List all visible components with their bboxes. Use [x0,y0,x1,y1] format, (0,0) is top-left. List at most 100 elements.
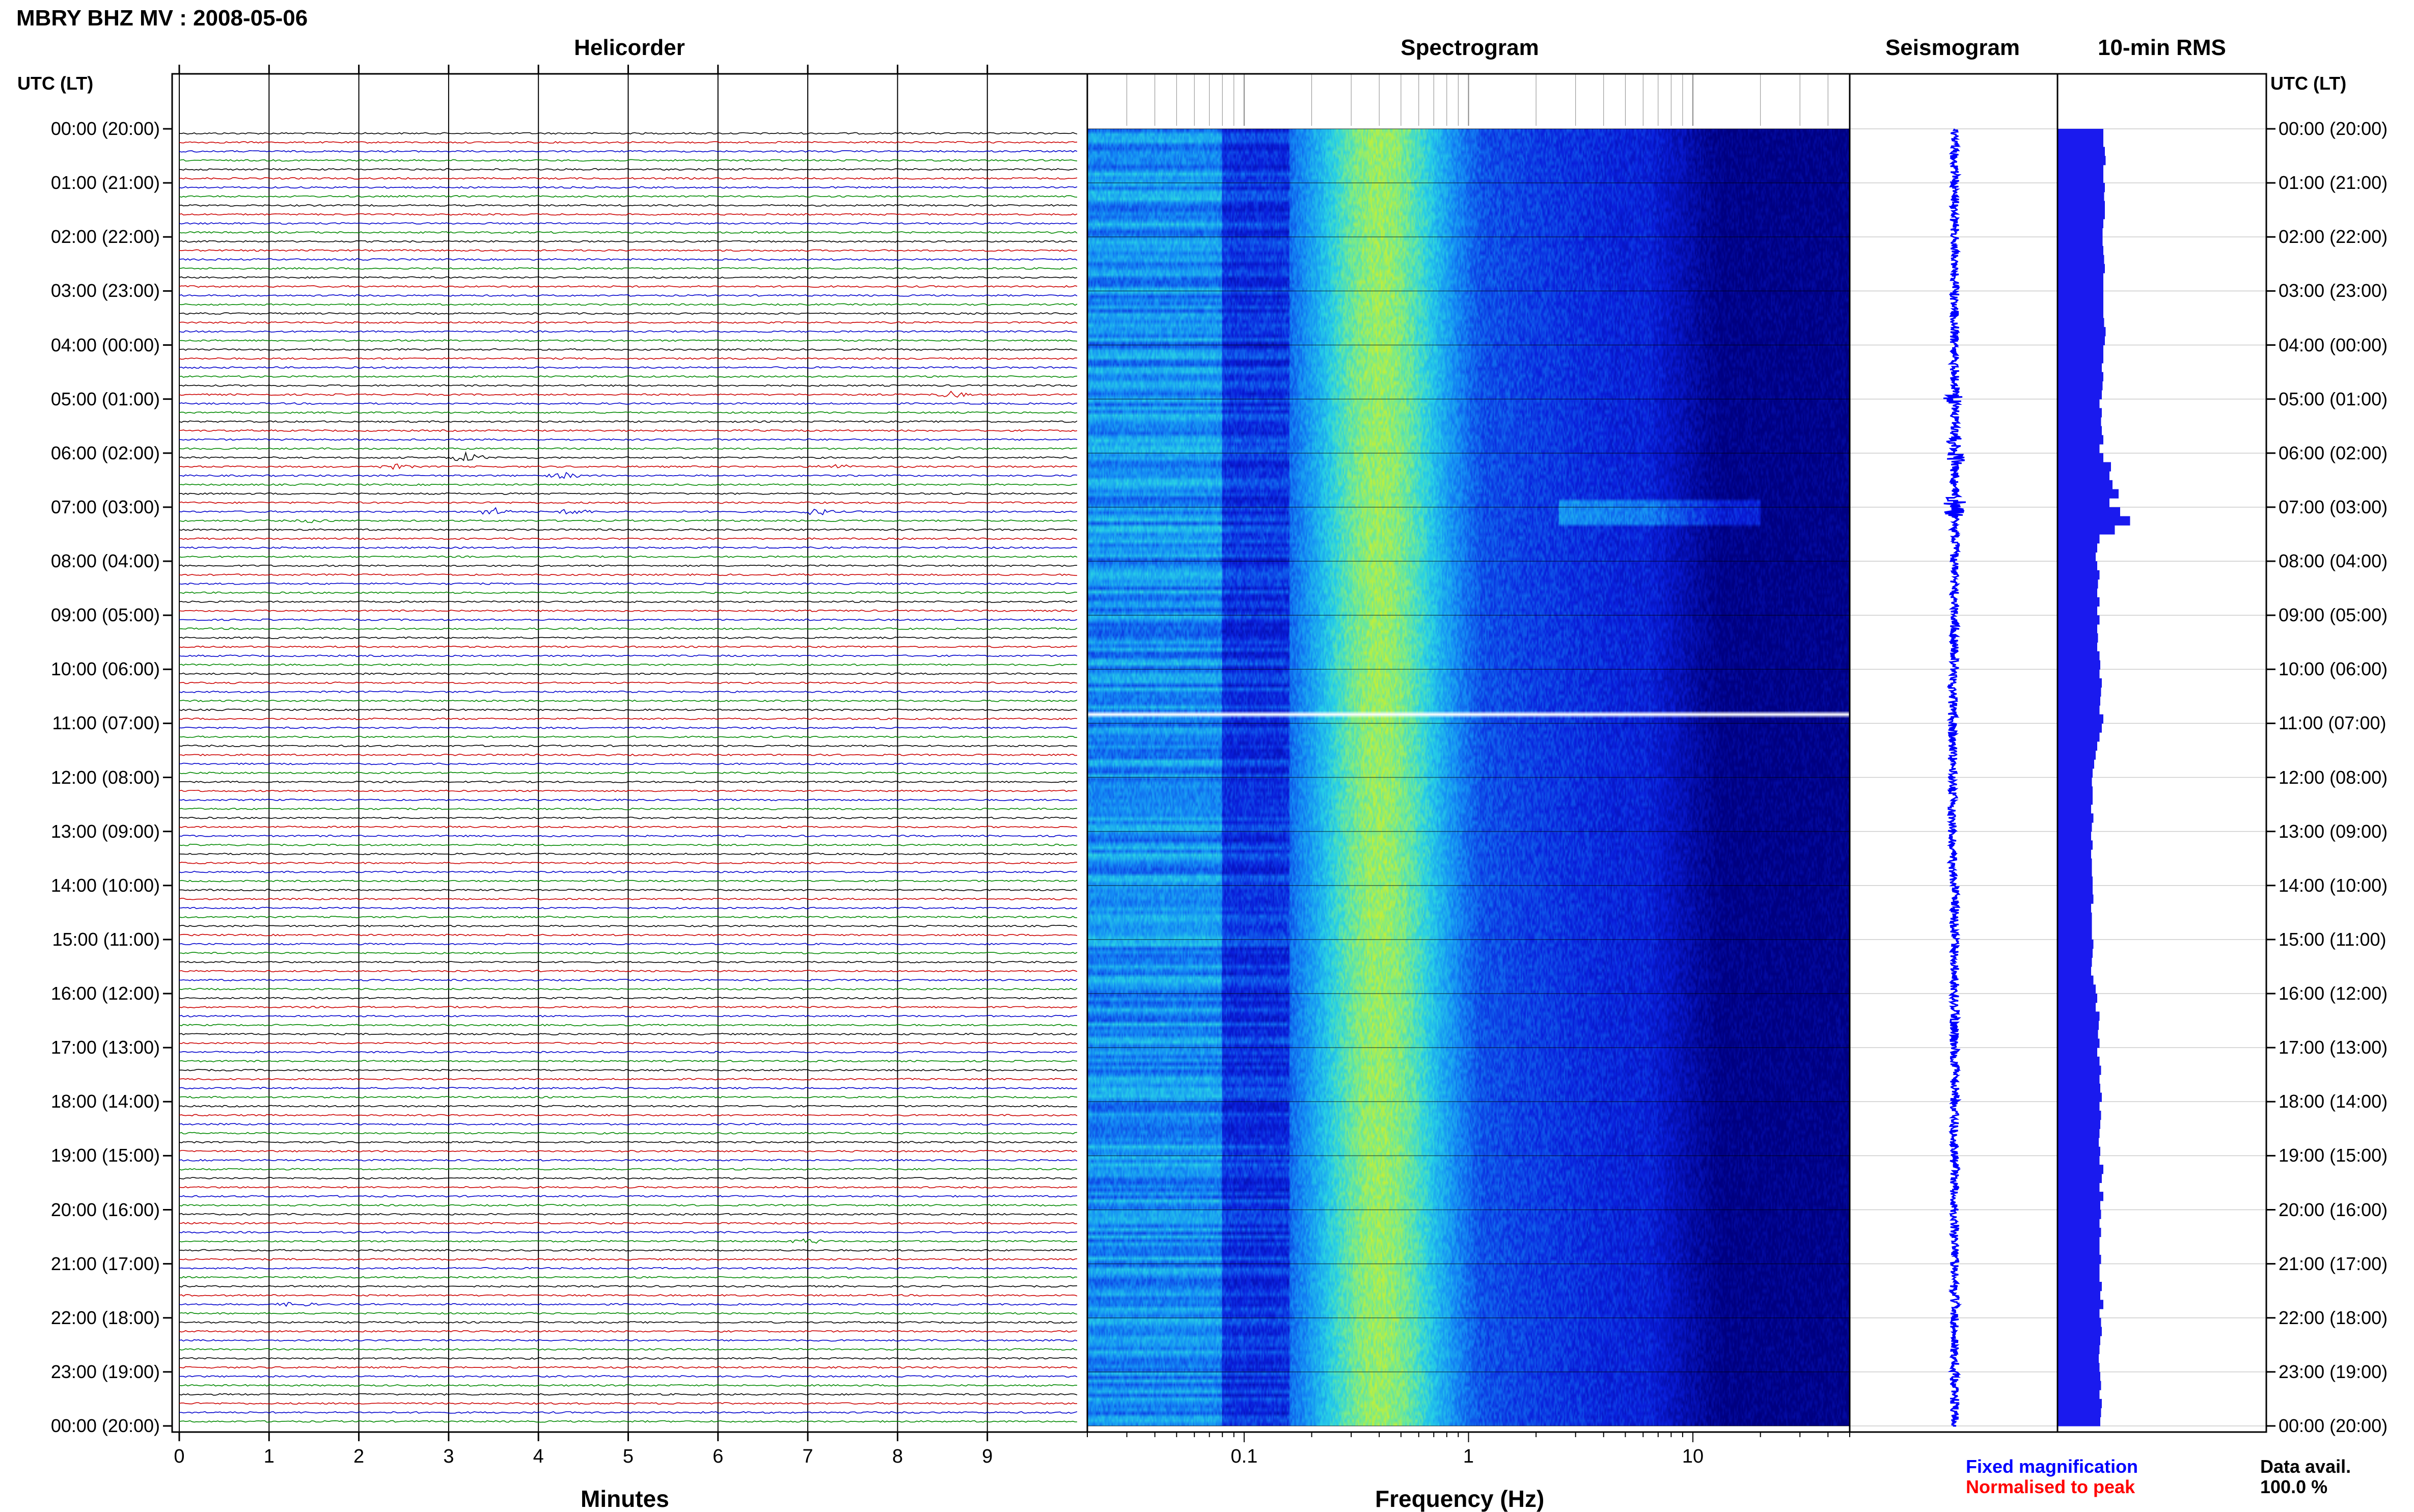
rms-bar [2058,1102,2100,1111]
helicorder-trace-row [179,1177,1078,1180]
spectrogram-title: Spectrogram [1401,35,1539,60]
left-time-tick-label: 05:00 (01:00) [50,388,160,409]
helicorder-trace-row [179,834,1078,838]
helicorder-trace-row [179,870,1078,873]
left-time-tick-label: 07:00 (03:00) [50,496,160,517]
helicorder-trace-row [179,1321,1078,1324]
rms-bar [2058,255,2104,264]
helicorder-trace-row [179,654,1078,657]
rms-bar [2058,156,2106,166]
rms-bar [2058,1309,2100,1318]
rms-bar [2058,1381,2101,1390]
rms-bar [2058,282,2103,291]
rms-bar [2058,363,2102,373]
helicorder-trace-row [179,1402,1078,1405]
helicorder-trace-row [179,906,1078,910]
right-time-tick-label: 00:00 (20:00) [2279,118,2388,139]
rms-bar [2058,345,2103,354]
rms-bar [2058,237,2103,246]
rms-bar [2058,579,2098,589]
rms-bar [2058,867,2092,877]
helicorder-trace-row [179,663,1078,666]
helicorder-trace-row [179,451,1078,461]
rms-bar [2058,588,2097,598]
helicorder-x-tick-label: 9 [982,1446,993,1467]
helicorder-trace-row [179,438,1078,441]
rms-bar [2058,444,2100,454]
rms-bar [2058,507,2120,517]
helicorder-trace-row [179,1258,1078,1261]
right-time-tick-label: 19:00 (15:00) [2279,1145,2388,1166]
rms-bar [2058,687,2101,697]
helicorder-trace-row [179,1122,1078,1125]
right-time-tick-label: 16:00 (12:00) [2279,983,2388,1004]
rms-bar [2058,975,2094,985]
helicorder-trace-row [179,1095,1078,1098]
rms-bar [2058,1110,2101,1120]
helicorder-trace-row [179,1393,1078,1396]
rms-bar [2058,1282,2102,1291]
rms-title: 10-min RMS [2098,35,2226,60]
helicorder-trace-row [179,1238,1078,1244]
right-time-tick-label: 11:00 (07:00) [2279,712,2386,734]
helicorder-trace-row [179,303,1078,306]
right-time-axis-label: UTC (LT) [2270,73,2347,94]
helicorder-trace-row [179,1302,1078,1307]
left-time-tick-label: 18:00 (14:00) [50,1091,160,1112]
helicorder-trace-row [179,636,1078,639]
helicorder-x-axis-label: Minutes [581,1486,669,1512]
rms-bar [2058,327,2106,337]
right-time-tick-label: 21:00 (17:00) [2279,1253,2388,1274]
right-time-tick-label: 08:00 (04:00) [2279,551,2388,571]
rms-bar [2058,1417,2100,1426]
helicorder-trace-row [179,132,1078,135]
left-time-tick-label: 00:00 (20:00) [50,118,160,139]
rms-bar [2058,1317,2101,1328]
rms-bar [2058,1056,2100,1066]
helicorder-trace-row [179,618,1078,621]
helicorder-trace-row [179,195,1078,198]
rms-bar [2058,804,2091,814]
right-time-tick-label: 22:00 (18:00) [2279,1307,2388,1328]
rms-bar [2058,1254,2101,1264]
rms-bar [2058,183,2105,193]
left-time-tick-label: 09:00 (05:00) [50,604,160,626]
rms-bar [2058,642,2097,652]
helicorder-trace-row [179,987,1078,991]
helicorder-trace-row [179,853,1078,856]
rms-bar [2058,1129,2100,1138]
rms-bar [2058,1038,2100,1048]
rms-bar [2058,831,2091,841]
left-time-tick-label: 16:00 (12:00) [50,983,160,1004]
rms-bar [2058,732,2100,742]
helicorder-trace-row [179,1384,1078,1387]
rms-bar [2058,129,2103,139]
rms-bar [2058,561,2097,571]
right-time-tick-label: 13:00 (09:00) [2279,820,2388,842]
rms-bar [2058,543,2097,553]
helicorder-trace-row [179,1087,1078,1090]
rms-bar [2058,291,2103,300]
rms-bar [2058,1173,2102,1184]
rms-bar [2058,245,2103,256]
helicorder-trace-row [179,150,1078,153]
helicorder-trace-row [179,1060,1078,1063]
rms-bar [2058,651,2100,661]
helicorder-trace-row [179,1068,1078,1071]
rms-bar [2058,795,2093,805]
helicorder-trace-row [179,1204,1078,1207]
helicorder-x-tick-label: 0 [174,1446,184,1467]
helicorder-trace-row [179,348,1078,351]
left-time-tick-label: 17:00 (13:00) [50,1037,160,1058]
right-time-tick-label: 00:00 (20:00) [2279,1415,2388,1436]
seismogram-title: Seismogram [1885,35,2020,60]
helicorder-trace-row [179,501,1078,504]
rms-bar [2058,885,2093,895]
helicorder-trace-row [179,753,1078,756]
helicorder-trace-row [179,1249,1078,1252]
helicorder-trace-row [179,204,1078,207]
right-time-tick-label: 04:00 (00:00) [2279,334,2388,355]
helicorder-trace-row [179,807,1078,810]
right-time-tick-label: 10:00 (06:00) [2279,658,2388,680]
